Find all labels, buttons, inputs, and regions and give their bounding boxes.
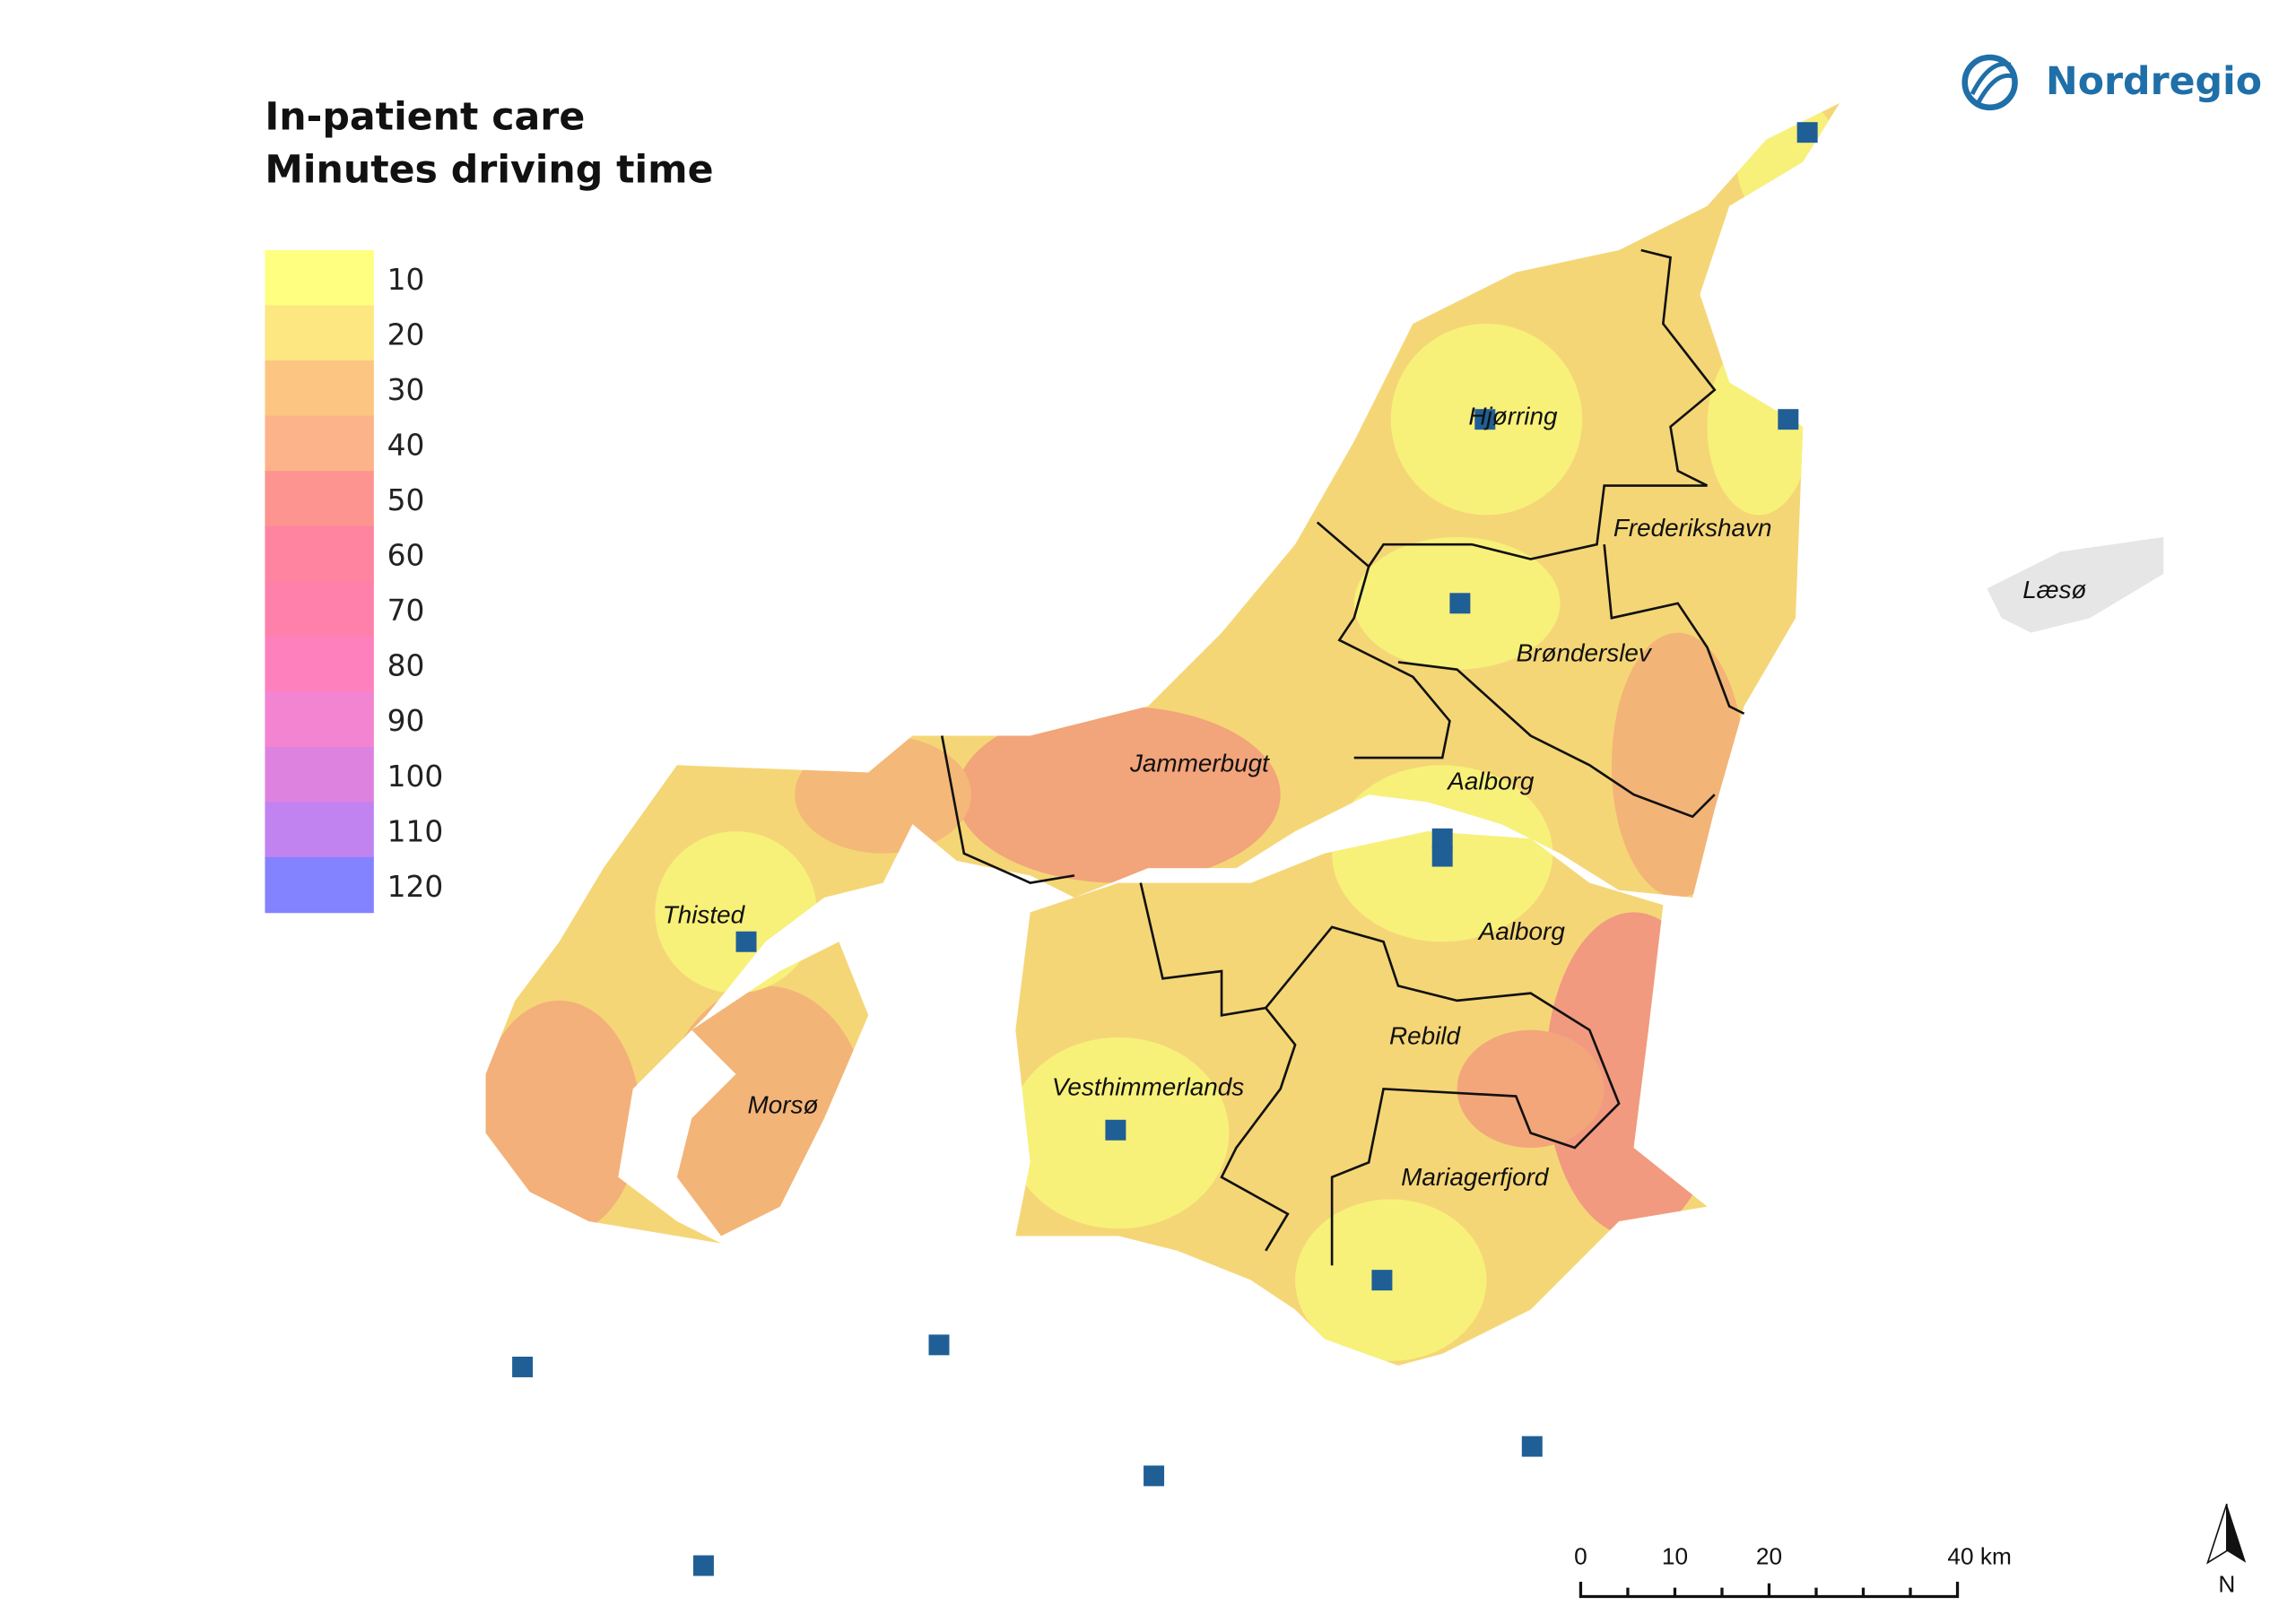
legend-label: 90 — [387, 704, 425, 738]
place-labels: Hjørring Frederikshavn Læsø Brønderslev … — [663, 402, 2087, 1190]
legend-label: 100 — [387, 759, 444, 794]
legend-label: 30 — [387, 373, 425, 407]
place-label: Brønderslev — [1517, 639, 1653, 667]
place-label: Morsø — [748, 1090, 819, 1118]
legend-swatch — [265, 581, 374, 638]
legend-swatch — [265, 415, 374, 472]
legend-swatch — [265, 249, 374, 307]
place-label: Frederikshavn — [1613, 514, 1772, 542]
legend-label: 40 — [387, 429, 425, 463]
place-label: Thisted — [663, 901, 746, 929]
scale-bar: 0 10 20 40 km — [1574, 1542, 2012, 1599]
place-label: Aalborg — [1477, 917, 1566, 945]
place-label: Vesthimmerlands — [1052, 1073, 1244, 1101]
place-label: Jammerbugt — [1129, 750, 1270, 777]
legend-swatch — [265, 691, 374, 748]
legend-label: 120 — [387, 870, 444, 904]
north-label: N — [2218, 1571, 2235, 1598]
scale-label: 20 — [1756, 1542, 1782, 1569]
legend-swatch — [265, 636, 374, 693]
place-label: Læsø — [2022, 576, 2086, 603]
legend-label: 50 — [387, 483, 425, 517]
legend-label: 10 — [387, 263, 425, 297]
place-label: Hjørring — [1468, 402, 1558, 430]
scale-label: 0 — [1574, 1542, 1587, 1569]
title-line: Minutes driving time — [265, 147, 713, 192]
brand-name: Nordregio — [2046, 59, 2262, 104]
legend-swatch — [265, 856, 374, 914]
legend-swatch — [265, 360, 374, 417]
legend-label: 110 — [387, 814, 444, 848]
laeso-island — [1987, 536, 2164, 633]
legend-swatch — [265, 305, 374, 361]
legend: 10 20 30 40 50 60 70 80 90 100 110 120 — [265, 249, 444, 914]
scale-label: 10 — [1662, 1542, 1688, 1569]
brand-logo: Nordregio — [1961, 54, 2262, 111]
legend-swatch — [265, 525, 374, 583]
legend-label: 70 — [387, 594, 425, 628]
legend-swatch — [265, 471, 374, 527]
north-arrow: N — [2206, 1503, 2247, 1598]
place-label: Mariagerfjord — [1401, 1163, 1550, 1191]
legend-swatch — [265, 746, 374, 803]
municipal-borders — [940, 248, 1745, 1266]
legend-label: 60 — [387, 539, 425, 573]
legend-label: 20 — [387, 317, 425, 352]
hospital-markers — [512, 122, 1818, 1576]
legend-swatch — [265, 802, 374, 858]
scale-label: 40 km — [1947, 1542, 2011, 1569]
legend-label: 80 — [387, 649, 425, 683]
place-label: Rebild — [1389, 1021, 1462, 1049]
place-label: Aalborg — [1446, 767, 1535, 794]
title-line: In-patient care — [265, 94, 585, 139]
